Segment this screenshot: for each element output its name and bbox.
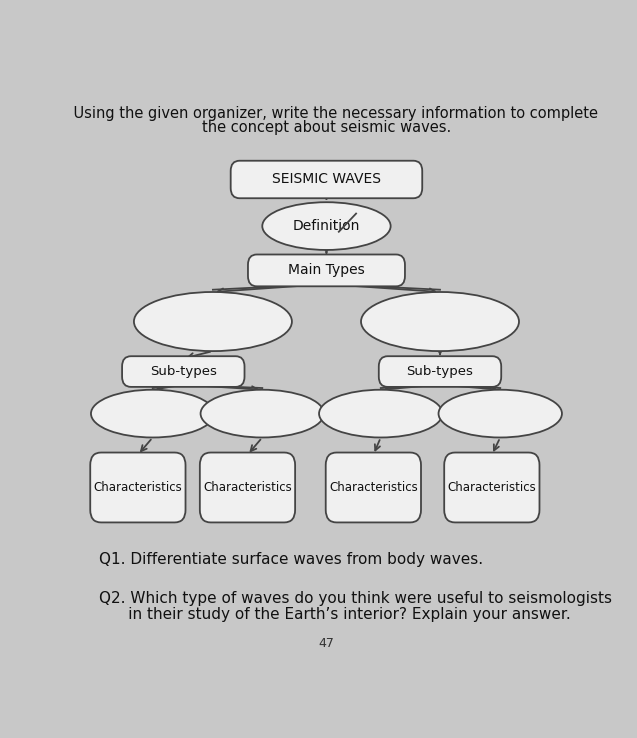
Ellipse shape: [319, 390, 443, 438]
Text: Characteristics: Characteristics: [447, 481, 536, 494]
Text: Sub-types: Sub-types: [150, 365, 217, 378]
Ellipse shape: [134, 292, 292, 351]
Text: Characteristics: Characteristics: [94, 481, 182, 494]
Ellipse shape: [201, 390, 324, 438]
Text: Q1. Differentiate surface waves from body waves.: Q1. Differentiate surface waves from bod…: [99, 552, 483, 567]
Ellipse shape: [91, 390, 215, 438]
FancyBboxPatch shape: [248, 255, 405, 286]
Text: the concept about seismic waves.: the concept about seismic waves.: [202, 120, 451, 135]
Text: Using the given organizer, write the necessary information to complete: Using the given organizer, write the nec…: [55, 106, 598, 120]
Text: 47: 47: [318, 637, 334, 650]
FancyBboxPatch shape: [200, 452, 295, 523]
FancyBboxPatch shape: [122, 356, 245, 387]
FancyBboxPatch shape: [379, 356, 501, 387]
FancyBboxPatch shape: [90, 452, 185, 523]
Text: Characteristics: Characteristics: [203, 481, 292, 494]
Ellipse shape: [262, 202, 390, 250]
Ellipse shape: [361, 292, 519, 351]
FancyBboxPatch shape: [231, 161, 422, 199]
Text: Q2. Which type of waves do you think were useful to seismologists: Q2. Which type of waves do you think wer…: [99, 591, 612, 607]
Text: SEISMIC WAVES: SEISMIC WAVES: [272, 173, 381, 187]
Text: in their study of the Earth’s interior? Explain your answer.: in their study of the Earth’s interior? …: [99, 607, 571, 622]
FancyBboxPatch shape: [326, 452, 421, 523]
Text: Main Types: Main Types: [288, 263, 365, 277]
Text: Definition: Definition: [293, 219, 360, 233]
Ellipse shape: [438, 390, 562, 438]
Text: Characteristics: Characteristics: [329, 481, 418, 494]
Text: Sub-types: Sub-types: [406, 365, 473, 378]
FancyBboxPatch shape: [444, 452, 540, 523]
